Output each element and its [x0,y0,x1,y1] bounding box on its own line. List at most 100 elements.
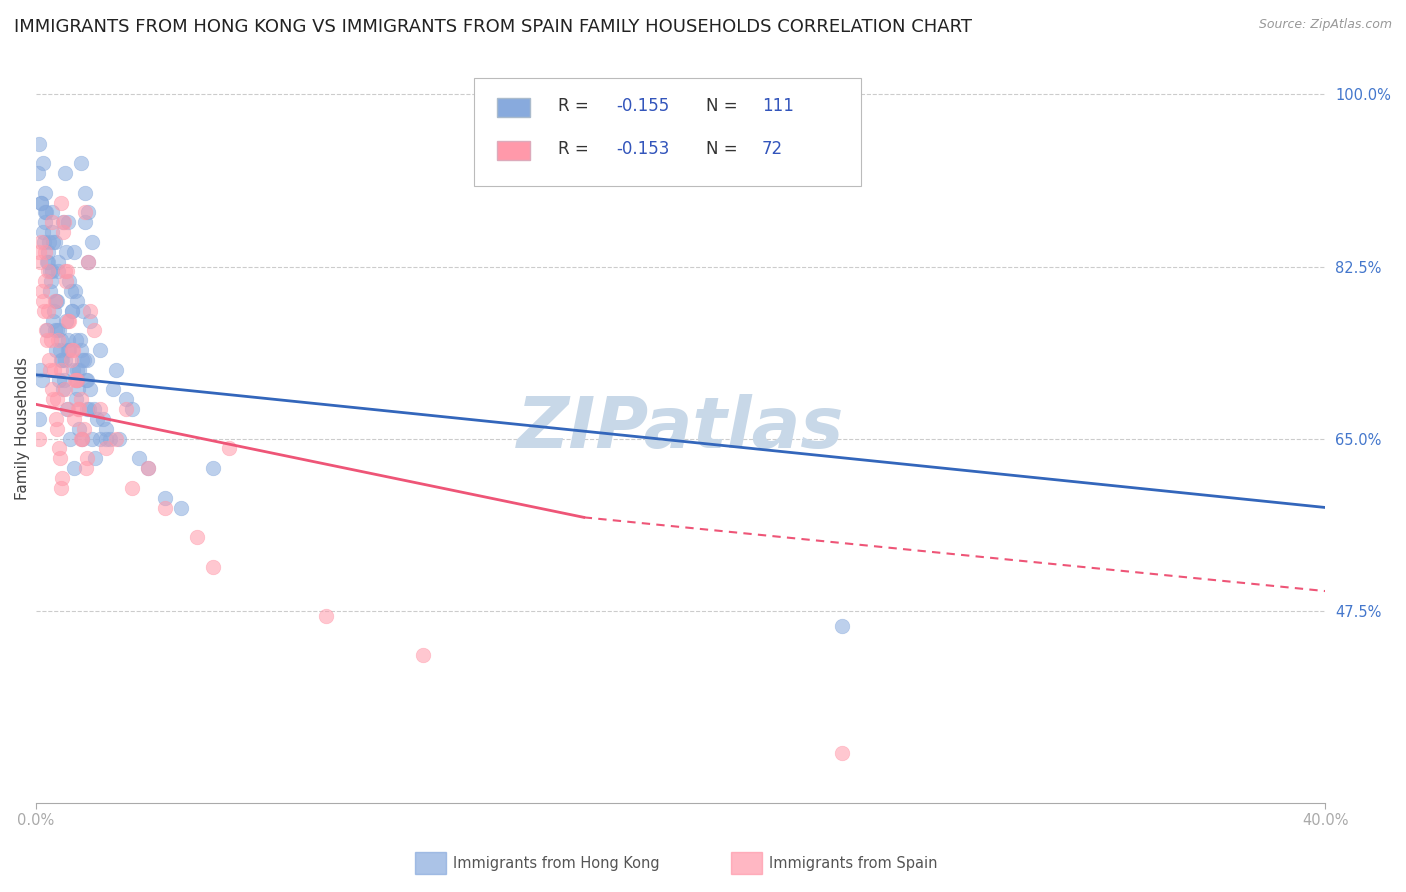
Point [76,254,98,268]
Point [169,500,191,515]
Text: Source: ZipAtlas.com: Source: ZipAtlas.com [1258,18,1392,31]
Point [76,451,98,466]
Point [86,412,108,426]
Point [42,392,65,407]
Point [45,293,67,308]
Point [34,215,56,229]
Point [32,303,55,318]
Point [83,402,105,417]
Point [51,353,73,368]
Point [34,205,56,219]
Point [52,383,75,397]
Point [76,402,98,417]
Text: Immigrants from Hong Kong: Immigrants from Hong Kong [453,856,659,871]
Point [46,254,69,268]
Point [66,373,89,387]
Point [46,324,69,338]
Point [67,402,90,417]
Point [58,313,80,327]
Point [60,303,83,318]
Point [121,481,143,495]
Point [73,353,96,368]
Point [75,461,97,475]
Point [28,136,51,151]
Point [45,412,67,426]
Text: R =: R = [558,97,593,115]
Point [63,373,86,387]
Point [153,500,176,515]
Point [67,402,90,417]
Point [412,648,434,662]
Point [65,373,87,387]
Point [67,422,90,436]
Point [37,264,59,278]
Point [48,442,70,456]
Point [42,313,65,327]
Point [67,363,90,377]
Point [39,274,62,288]
Point [51,363,73,377]
Point [73,422,96,436]
Point [31,373,53,387]
Point [41,264,63,278]
Point [153,491,176,505]
Point [38,235,60,249]
Point [48,324,70,338]
FancyBboxPatch shape [498,98,530,117]
Point [69,334,91,348]
Point [105,363,128,377]
Point [46,392,69,407]
Point [59,432,82,446]
Point [37,254,59,268]
Point [45,343,67,358]
Text: N =: N = [706,97,744,115]
Point [77,402,100,417]
Point [55,274,77,288]
Point [41,383,63,397]
Point [44,293,66,308]
Point [70,156,93,170]
Point [67,383,90,397]
Point [53,264,76,278]
Point [39,363,62,377]
Text: R =: R = [558,139,593,158]
Point [98,432,121,446]
Point [31,156,53,170]
Point [58,313,80,327]
Point [831,747,853,761]
Point [49,353,72,368]
Point [79,303,101,318]
Point [128,451,150,466]
Point [49,481,72,495]
Point [52,373,75,387]
Point [58,343,80,358]
Point [56,402,79,417]
Point [121,402,143,417]
Point [69,392,91,407]
Point [51,471,73,485]
Point [101,383,124,397]
Point [39,334,62,348]
Point [58,274,80,288]
Point [51,195,73,210]
Point [32,235,55,249]
Point [48,343,70,358]
Point [201,461,224,475]
Point [48,373,70,387]
Point [60,303,83,318]
Point [201,559,224,574]
Point [75,186,97,200]
Point [51,334,73,348]
Point [56,343,79,358]
Point [45,422,67,436]
Point [73,205,96,219]
Point [72,303,94,318]
Point [115,392,138,407]
Point [62,343,84,358]
Point [53,353,76,368]
Point [38,284,60,298]
Point [31,293,53,308]
Point [79,313,101,327]
FancyBboxPatch shape [474,78,860,186]
Point [76,254,98,268]
